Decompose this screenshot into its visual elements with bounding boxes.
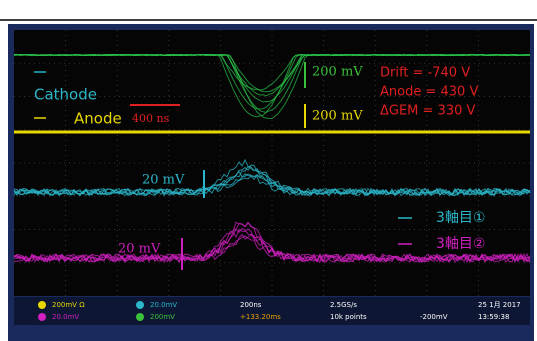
ch4-badge <box>38 313 46 321</box>
sample-rate: 2.5GS/s <box>330 301 357 309</box>
conditions: Drift = -740 V Anode = 430 V ΔGEM = 330 … <box>380 66 478 119</box>
span-label: 400 ns <box>132 112 170 125</box>
channel-scale: 200mV <box>150 313 175 321</box>
scale-label: 200 mV <box>312 109 363 124</box>
trigger-position: +133.20ms <box>240 313 281 321</box>
condition: Drift = -740 V <box>380 66 470 81</box>
anode-label: Anode <box>74 110 122 128</box>
legend-entry: 3軸目② <box>436 236 485 252</box>
ch3-badge <box>136 313 144 321</box>
condition: Anode = 430 V <box>380 85 478 100</box>
ch2-badge <box>136 301 144 309</box>
timebase: 200ns <box>240 301 262 309</box>
date: 25 1月 2017 <box>478 301 521 309</box>
legend-entry: 3軸目① <box>436 210 485 226</box>
oscilloscope: Cathode Anode 400 ns 200 mV 200 mV 20 mV… <box>0 0 537 341</box>
record-length: 10k points <box>330 313 367 321</box>
ch1-badge <box>38 301 46 309</box>
time: 13:59:38 <box>478 313 509 321</box>
trigger-level: -200mV <box>420 313 448 321</box>
page: Cathode Anode 400 ns 200 mV 200 mV 20 mV… <box>0 0 537 341</box>
condition: ΔGEM = 330 V <box>380 104 475 119</box>
scale-label: 200 mV <box>312 65 363 80</box>
scale-label: 20 mV <box>142 173 185 188</box>
scale-label: 20 mV <box>118 242 161 257</box>
channel-scale: 20.0mV <box>52 313 79 321</box>
channel-scale: 200mV Ω <box>52 301 85 309</box>
cathode-label: Cathode <box>34 86 97 104</box>
channel-scale: 20.0mV <box>150 301 177 309</box>
